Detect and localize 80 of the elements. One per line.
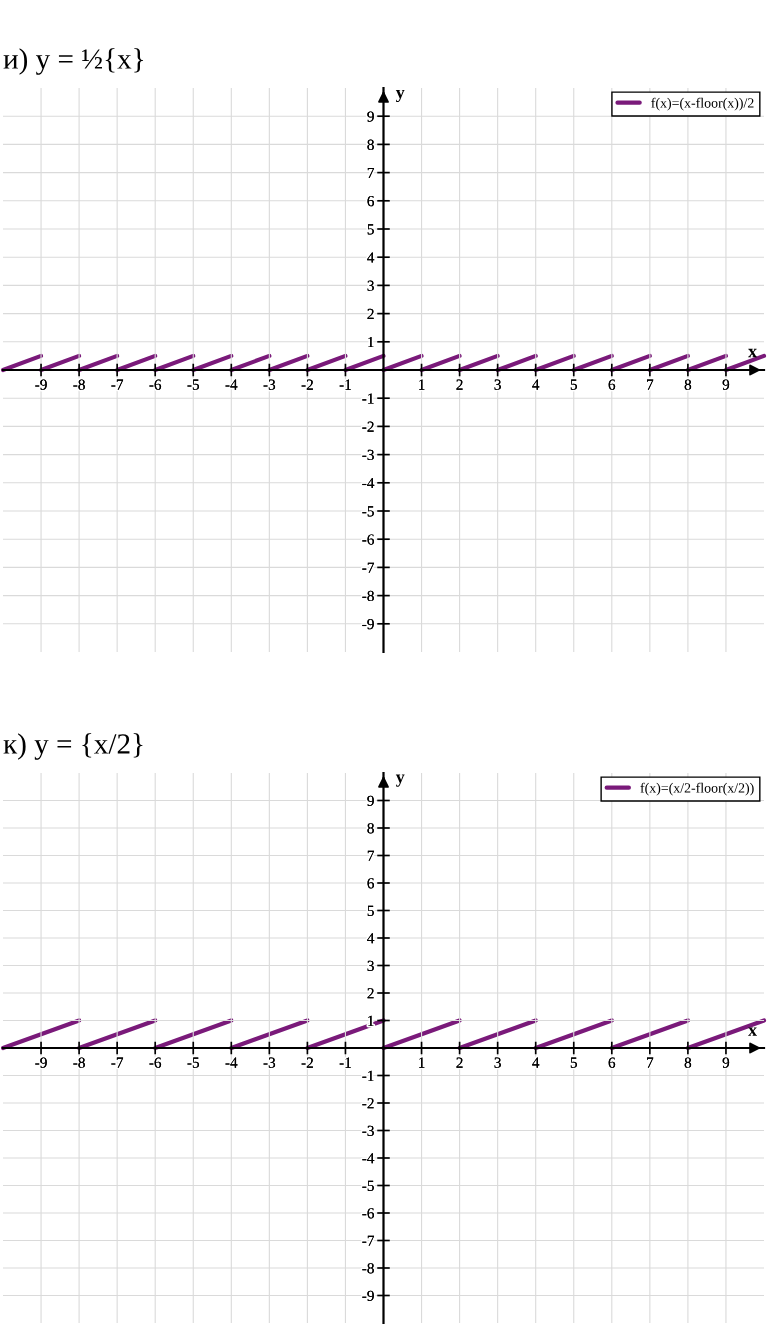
y-tick-label: 7: [367, 850, 375, 861]
y-tick-label: -6: [362, 1208, 375, 1219]
y-tick-label: -1: [362, 393, 374, 404]
y-tick-label: 6: [367, 878, 375, 889]
x-tick-label: -8: [73, 1057, 85, 1068]
legend-label: f(x)=(x-floor(x))/2: [651, 97, 754, 111]
y-tick-label: -5: [362, 1180, 374, 1191]
x-tick-label: 2: [456, 379, 463, 390]
x-tick-label: 5: [570, 1057, 577, 1068]
x-tick-label: 4: [532, 1057, 540, 1068]
y-tick-label: -9: [362, 1290, 374, 1301]
y-axis-title: y: [395, 89, 405, 103]
x-tick-label: 6: [608, 1057, 616, 1068]
x-tick-label: 9: [722, 379, 730, 390]
x-tick-label: -7: [111, 1057, 124, 1068]
x-axis-title: x: [748, 1027, 757, 1036]
x-tick-label: 7: [647, 1057, 654, 1068]
x-axis-title: x: [748, 348, 757, 358]
y-tick-label: 9: [367, 795, 374, 806]
y-tick-label: 8: [367, 139, 374, 150]
x-tick-label: -6: [149, 379, 162, 390]
x-tick-label: 9: [722, 1057, 730, 1068]
x-tick-label: 8: [684, 379, 692, 390]
y-tick-label: -3: [362, 1125, 374, 1136]
y-tick-label: -6: [362, 534, 375, 545]
x-tick-label: 4: [532, 379, 540, 390]
x-tick-label: -7: [111, 379, 124, 390]
x-tick-label: -4: [225, 1057, 238, 1068]
x-tick-label: -4: [225, 379, 238, 390]
y-tick-label: 8: [367, 823, 374, 834]
x-tick-label: 1: [419, 1057, 425, 1068]
x-tick-label: -2: [301, 379, 313, 390]
y-tick-label: -8: [362, 590, 374, 602]
x-tick-label: -1: [339, 379, 351, 390]
x-tick-label: 2: [456, 1057, 463, 1068]
x-tick-label: 7: [647, 379, 654, 390]
x-tick-label: -5: [187, 379, 200, 390]
x-tick-label: -8: [73, 379, 85, 390]
y-tick-label: -4: [362, 1153, 375, 1164]
x-tick-label: 1: [419, 379, 425, 390]
x-tick-label: 3: [494, 379, 501, 390]
x-tick-label: -5: [187, 1057, 200, 1068]
x-tick-label: 3: [494, 1057, 501, 1068]
y-tick-label: -1: [362, 1070, 374, 1081]
x-tick-label: -2: [301, 1057, 313, 1068]
y-tick-label: 3: [367, 280, 374, 291]
y-tick-label: 1: [368, 337, 374, 348]
x-tick-label: -3: [263, 1057, 276, 1068]
y-tick-label: -4: [362, 478, 375, 489]
x-tick-label: 8: [684, 1057, 692, 1068]
y-tick-label: -8: [362, 1263, 374, 1274]
x-tick-label: -9: [35, 379, 47, 390]
y-tick-label: -7: [362, 1235, 375, 1246]
x-tick-label: -3: [263, 379, 276, 390]
y-tick-label: -5: [362, 506, 374, 517]
y-tick-label: 5: [367, 905, 374, 916]
x-tick-label: -9: [35, 1057, 47, 1068]
legend-label: f(x)=(x/2-floor(x/2)): [640, 782, 754, 796]
y-tick-label: -7: [362, 562, 375, 573]
y-tick-label: 2: [367, 308, 374, 319]
y-tick-label: -3: [362, 449, 374, 461]
x-tick-label: -1: [339, 1057, 351, 1068]
chart-title: к) y = {x/2}: [3, 733, 143, 760]
y-tick-label: 2: [367, 988, 374, 999]
x-tick-label: -6: [149, 1057, 162, 1068]
y-tick-label: -9: [362, 618, 374, 630]
y-tick-label: 5: [367, 224, 374, 235]
x-tick-label: 5: [570, 379, 577, 390]
chart-title: и) y = ½{x}: [3, 48, 144, 75]
y-tick-label: 1: [368, 1015, 374, 1026]
y-tick-label: 4: [367, 933, 375, 944]
y-tick-label: 4: [367, 252, 375, 263]
x-tick-label: 6: [608, 379, 616, 390]
y-tick-label: -2: [362, 1098, 374, 1109]
y-tick-label: -2: [362, 421, 374, 432]
y-tick-label: 7: [367, 167, 375, 178]
y-axis-title: y: [395, 774, 405, 787]
y-tick-label: 6: [367, 195, 375, 207]
y-tick-label: 9: [367, 111, 374, 122]
y-tick-label: 3: [367, 960, 374, 971]
